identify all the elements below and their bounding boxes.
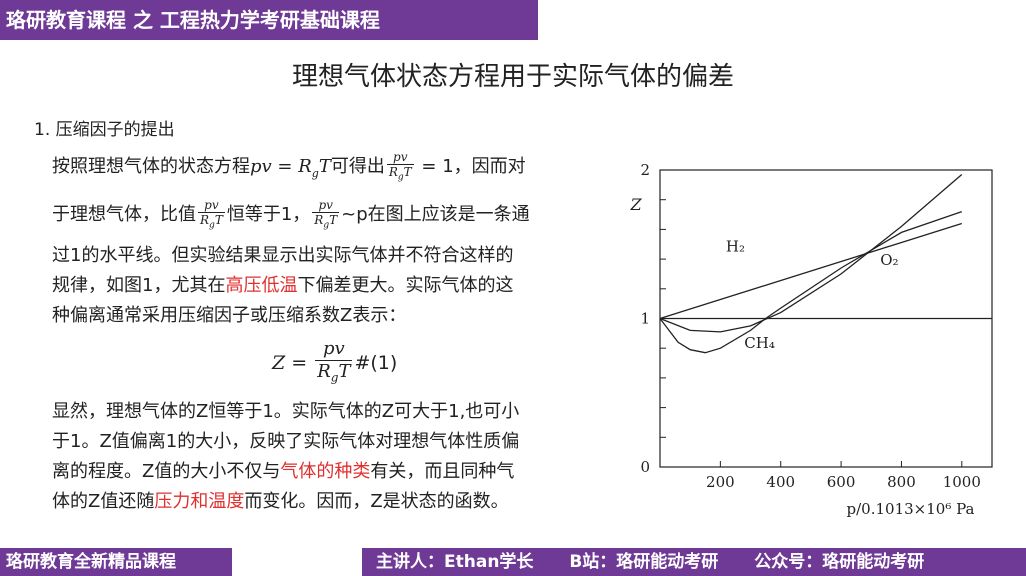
footer-info-banner: 主讲人：Ethan学长 B站：珞研能动考研 公众号：珞研能动考研 bbox=[362, 548, 1026, 576]
highlight-gas-type: 气体的种类 bbox=[280, 461, 371, 482]
series-line-2 bbox=[659, 210, 963, 354]
x-tick-label-3: 800 bbox=[887, 473, 916, 491]
body-line-2: 于理想气体，比值 pv RgT 恒等于1， pv RgT ~p在图上应该是一条通 bbox=[52, 198, 530, 231]
footer-course-banner: 珞研教育全新精品课程 bbox=[0, 548, 232, 576]
x-tick-label-4: 1000 bbox=[943, 473, 981, 491]
y-tick-label-1: 1 bbox=[640, 310, 650, 328]
series-label-2: CH₄ bbox=[744, 334, 775, 352]
body-line-7: 于1。Z值偏离1的大小，反映了实际气体对理想气体性质偏 bbox=[52, 431, 520, 452]
footer-bilibili: B站：珞研能动考研 bbox=[569, 552, 719, 572]
body-line-3: 过1的水平线。但实验结果显示出实际气体并不符合这样的 bbox=[52, 245, 514, 266]
body-line-6: 显然，理想气体的Z恒等于1。实际气体的Z可大于1,也可小 bbox=[52, 401, 520, 422]
equation-tag: #(1) bbox=[354, 351, 398, 374]
x-tick-label-2: 600 bbox=[827, 473, 856, 491]
series-line-0 bbox=[659, 222, 962, 320]
highlight-high-pressure-low-temp: 高压低温 bbox=[225, 275, 298, 296]
y-tick-label-0: 0 bbox=[640, 458, 650, 476]
section-heading: 1. 压缩因子的提出 bbox=[34, 120, 175, 140]
footer-wechat: 公众号：珞研能动考研 bbox=[754, 552, 925, 572]
series-label-0: H₂ bbox=[726, 238, 745, 256]
x-axis-label: p/0.1013×10⁶ Pa bbox=[847, 500, 975, 518]
footer-lecturer: 主讲人：Ethan学长 bbox=[376, 552, 534, 572]
x-tick-label-0: 200 bbox=[706, 473, 735, 491]
body-line-5: 种偏离通常采用压缩因子或压缩系数Z表示： bbox=[52, 305, 407, 326]
compressibility-equation: Z = pv RgT #(1) bbox=[272, 338, 398, 385]
series-label-1: O₂ bbox=[880, 251, 898, 269]
body-line-4: 规律，如图1，尤其在高压低温下偏差更大。实际气体的这 bbox=[52, 275, 514, 296]
series-line-1 bbox=[659, 174, 963, 333]
body-line-1: 按照理想气体的状态方程pv = RgT可得出 pv RgT = 1，因而对 bbox=[52, 150, 526, 183]
slide-title: 理想气体状态方程用于实际气体的偏差 bbox=[291, 62, 734, 92]
body-line-8: 离的程度。Z值的大小不仅与气体的种类有关，而且同种气 bbox=[52, 461, 515, 482]
highlight-pressure-temperature: 压力和温度 bbox=[154, 491, 245, 512]
body-line-9: 体的Z值还随压力和温度而变化。因而，Z是状态的函数。 bbox=[52, 491, 509, 512]
y-axis-label: Z bbox=[629, 195, 642, 214]
compressibility-chart: 200 400 600 800 1000 0 1 2 Zp/0.1013×10⁶ Pa H₂ O₂ C… bbox=[629, 161, 993, 518]
course-header-banner: 珞研教育课程 之 工程热力学考研基础课程 bbox=[0, 0, 538, 40]
y-tick-label-2: 2 bbox=[640, 161, 650, 179]
x-tick-label-1: 400 bbox=[766, 473, 795, 491]
